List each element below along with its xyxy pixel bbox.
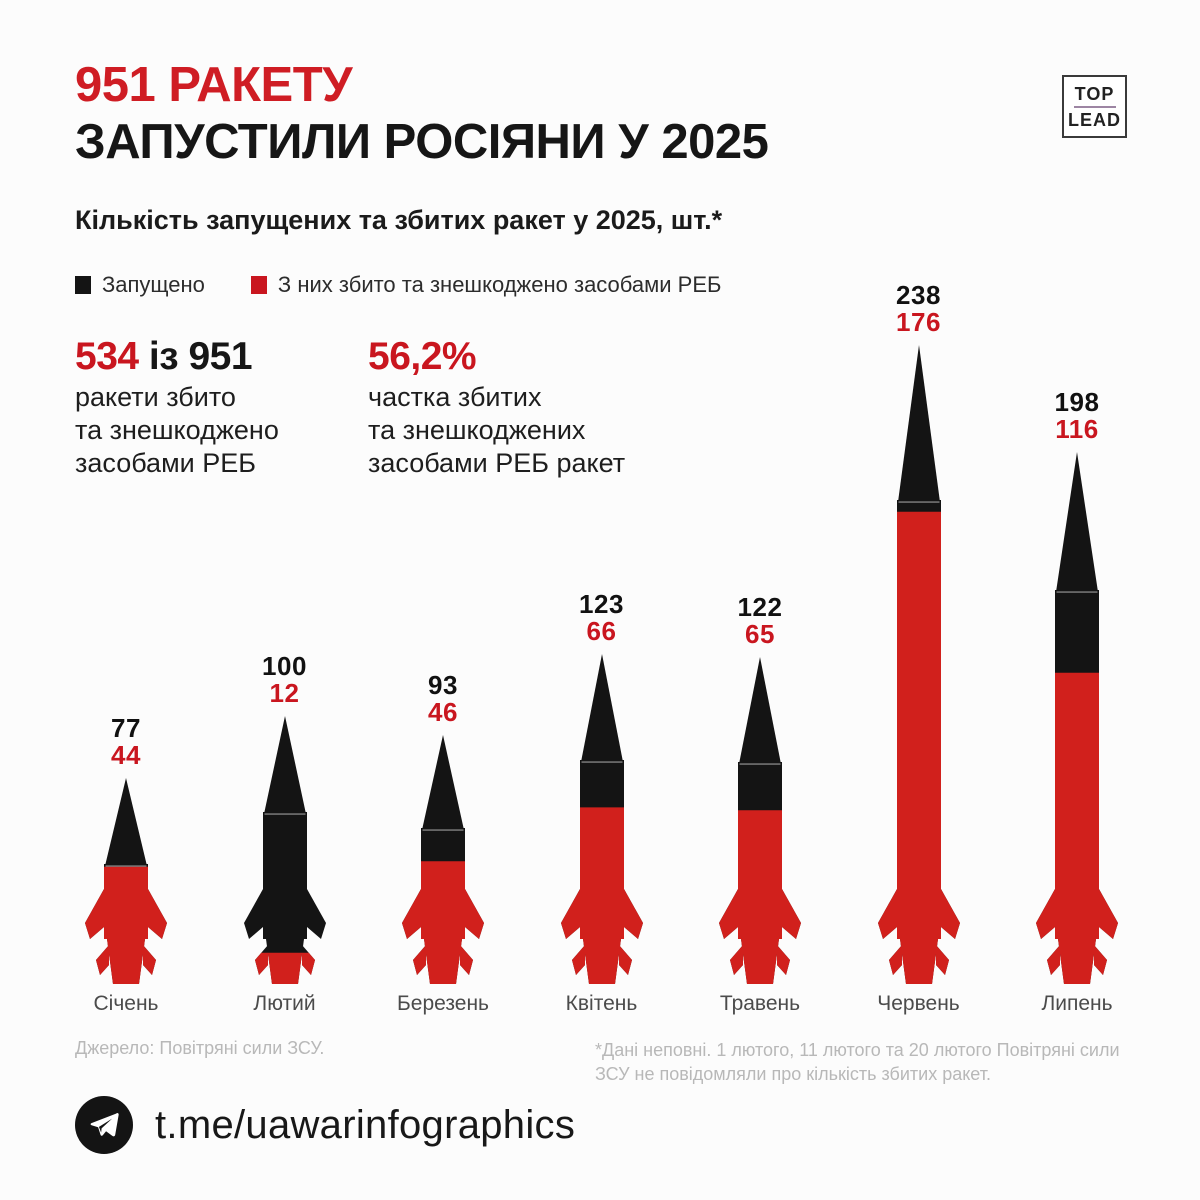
stat-downed-share: 56,2% частка збитих та знешкоджених засо… [368, 336, 625, 480]
value-labels: 238 176 [896, 282, 941, 336]
missile-downed-fill [254, 952, 315, 984]
stat-value-suffix: із 951 [138, 335, 253, 378]
value-labels: 100 12 [262, 653, 307, 707]
telegram-icon [75, 1096, 133, 1154]
chart-column-4: 123 66 [527, 591, 677, 985]
downed-value: 176 [896, 307, 941, 337]
launched-value: 93 [428, 670, 458, 700]
stat-downed-share-value: 56,2% [368, 336, 625, 378]
month-label: Січень [93, 992, 159, 1015]
source-note: Джерело: Повітряні сили ЗСУ. [75, 1038, 325, 1058]
top-lead-logo: TOP LEAD [1062, 75, 1127, 138]
stat-line: частка збитих [368, 382, 542, 412]
launched-value: 198 [1054, 387, 1100, 417]
launched-value: 100 [262, 651, 307, 681]
missile-svg [877, 345, 960, 984]
value-labels: 122 65 [738, 594, 783, 648]
chart-column-5: 122 65 [685, 594, 835, 985]
month-label: Червень [877, 992, 960, 1015]
stat-line: засобами РЕБ [75, 448, 256, 478]
stat-line: та знешкоджених [368, 415, 586, 445]
chart-column-1: 77 44 [51, 715, 201, 985]
stat-downed-total-value: 534 із 951 [75, 336, 279, 378]
downed-value: 46 [428, 697, 458, 727]
logo-top-text: TOP [1074, 83, 1115, 104]
legend-label-downed: З них збито та знешкоджено засобами РЕБ [277, 272, 722, 297]
missile-downed-fill [1036, 672, 1118, 984]
chart-subtitle: Кількість запущених та збитих ракет у 20… [75, 205, 723, 235]
legend-swatch-black [75, 276, 91, 294]
missile-svg [243, 716, 326, 984]
stat-line: засобами РЕБ ракет [368, 448, 626, 478]
missile-svg [85, 778, 167, 984]
missile-svg [719, 657, 801, 984]
missile-downed-fill [85, 866, 167, 984]
value-labels: 93 46 [428, 672, 458, 726]
chart-column-3: 93 46 [368, 672, 518, 985]
launched-value: 77 [111, 713, 141, 743]
stat-downed-total: 534 із 951 ракети збито та знешкоджено з… [75, 336, 279, 480]
month-label: Квітень [565, 992, 638, 1015]
legend-item-launched: Запущено [75, 272, 205, 298]
downed-value: 116 [1055, 414, 1099, 444]
launched-value: 238 [896, 280, 941, 310]
title-line-1: 951 РАКЕТУ [75, 58, 353, 112]
stat-line: ракети збито [75, 382, 236, 412]
chart-column-2: 100 12 [210, 653, 360, 985]
legend-label-launched: Запущено [102, 272, 205, 297]
missile-svg [560, 654, 643, 984]
legend: Запущено З них збито та знешкоджено засо… [75, 272, 721, 298]
legend-swatch-red [250, 276, 267, 294]
logo-divider [1073, 105, 1116, 108]
chart-column-7: 198 116 [1002, 389, 1152, 985]
launched-value: 122 [737, 592, 783, 622]
missile-downed-fill [719, 810, 801, 984]
chart-column-6: 238 176 [844, 282, 994, 985]
footnote: *Дані неповні. 1 лютого, 11 лютого та 20… [595, 1040, 1120, 1084]
downed-value: 44 [111, 740, 141, 770]
downed-value: 65 [745, 619, 775, 649]
value-labels: 198 116 [1055, 389, 1100, 443]
footer: t.me/uawarinfographics [75, 1096, 575, 1154]
stat-line: та знешкоджено [75, 415, 279, 445]
missile-launched-silhouette [243, 716, 326, 984]
missile-downed-fill [560, 807, 643, 984]
month-label: Травень [719, 992, 801, 1015]
launched-value: 123 [579, 589, 624, 619]
value-labels: 123 66 [579, 591, 624, 645]
month-label: Липень [1041, 992, 1113, 1015]
logo-lead-text: LEAD [1068, 109, 1121, 130]
missile-downed-fill [402, 861, 484, 984]
page-title: 951 РАКЕТУ ЗАПУСТИЛИ РОСІЯНИ У 2025 [75, 57, 769, 171]
downed-value: 66 [586, 616, 617, 646]
month-label: Березень [397, 992, 489, 1015]
stat-value-red: 534 [75, 335, 139, 378]
telegram-plane-icon [90, 1112, 119, 1137]
month-label: Лютий [253, 992, 316, 1015]
legend-item-downed: З них збито та знешкоджено засобами РЕБ [250, 272, 722, 298]
downed-value: 12 [269, 678, 300, 708]
title-line-2: ЗАПУСТИЛИ РОСІЯНИ У 2025 [75, 115, 769, 169]
missile-svg [402, 735, 484, 984]
missile-svg [1036, 452, 1118, 984]
value-labels: 77 44 [111, 715, 141, 769]
telegram-link[interactable]: t.me/uawarinfographics [155, 1102, 576, 1147]
stat-value-red: 56,2% [368, 335, 477, 378]
missile-downed-fill [877, 511, 960, 984]
